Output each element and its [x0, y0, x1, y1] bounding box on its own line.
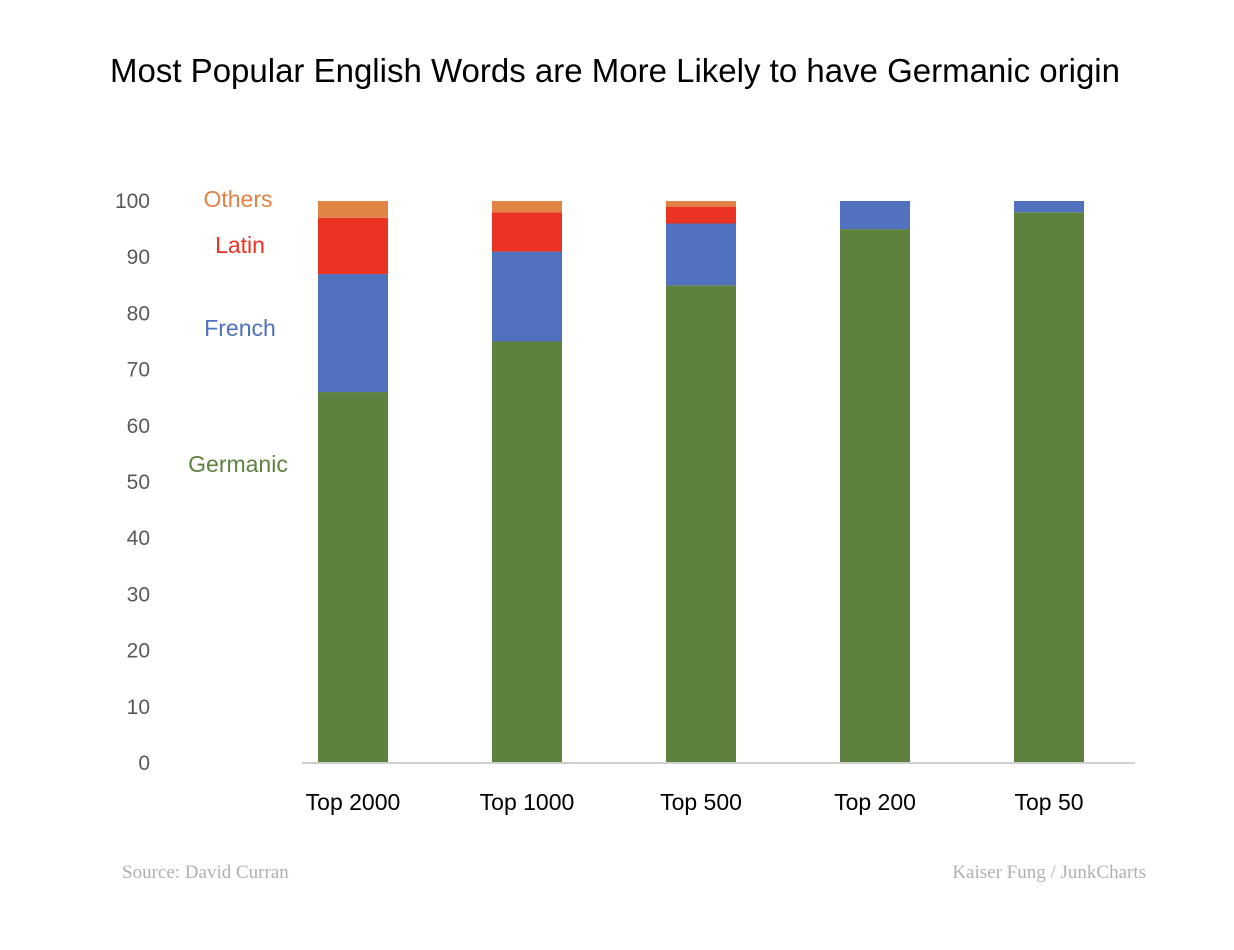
credit-note: Kaiser Fung / JunkCharts	[952, 862, 1146, 883]
bar-segment-french	[840, 201, 910, 230]
bar-segment-others	[492, 201, 562, 213]
bar-segment-others	[666, 201, 736, 207]
bar-segment-germanic	[666, 285, 736, 763]
y-tick-label: 50	[127, 471, 150, 494]
legend-label-others: Others	[203, 186, 272, 212]
x-tick-label: Top 200	[834, 789, 916, 815]
legend-label-latin: Latin	[215, 232, 265, 258]
y-tick-label: 70	[127, 359, 150, 382]
bar-segment-latin	[666, 206, 736, 224]
y-tick-label: 10	[127, 696, 150, 719]
chart-title: Most Popular English Words are More Like…	[110, 52, 1120, 89]
y-tick-label: 0	[138, 752, 150, 775]
source-note: Source: David Curran	[122, 862, 289, 883]
x-tick-label: Top 2000	[306, 789, 401, 815]
bar-segment-latin	[492, 212, 562, 252]
bar-segment-germanic	[318, 392, 388, 763]
y-tick-label: 80	[127, 302, 150, 325]
bar-segment-french	[318, 274, 388, 393]
bar-segment-germanic	[840, 229, 910, 764]
y-tick-label: 20	[127, 640, 150, 663]
bar-segment-french	[1014, 201, 1084, 213]
y-tick-label: 90	[127, 246, 150, 269]
x-tick-label: Top 500	[660, 789, 742, 815]
bar-segment-germanic	[492, 341, 562, 763]
bar-segment-germanic	[1014, 212, 1084, 764]
bar-segment-latin	[318, 217, 388, 275]
bar-segment-french	[492, 251, 562, 342]
y-tick-label: 100	[115, 190, 150, 213]
y-tick-label: 30	[127, 583, 150, 606]
x-tick-label: Top 50	[1014, 789, 1083, 815]
bar-segment-others	[318, 201, 388, 218]
y-tick-label: 60	[127, 415, 150, 438]
legend-label-germanic: Germanic	[188, 451, 288, 477]
bar-segment-french	[666, 223, 736, 286]
y-tick-label: 40	[127, 527, 150, 550]
x-tick-label: Top 1000	[480, 789, 575, 815]
legend-label-french: French	[204, 315, 276, 341]
